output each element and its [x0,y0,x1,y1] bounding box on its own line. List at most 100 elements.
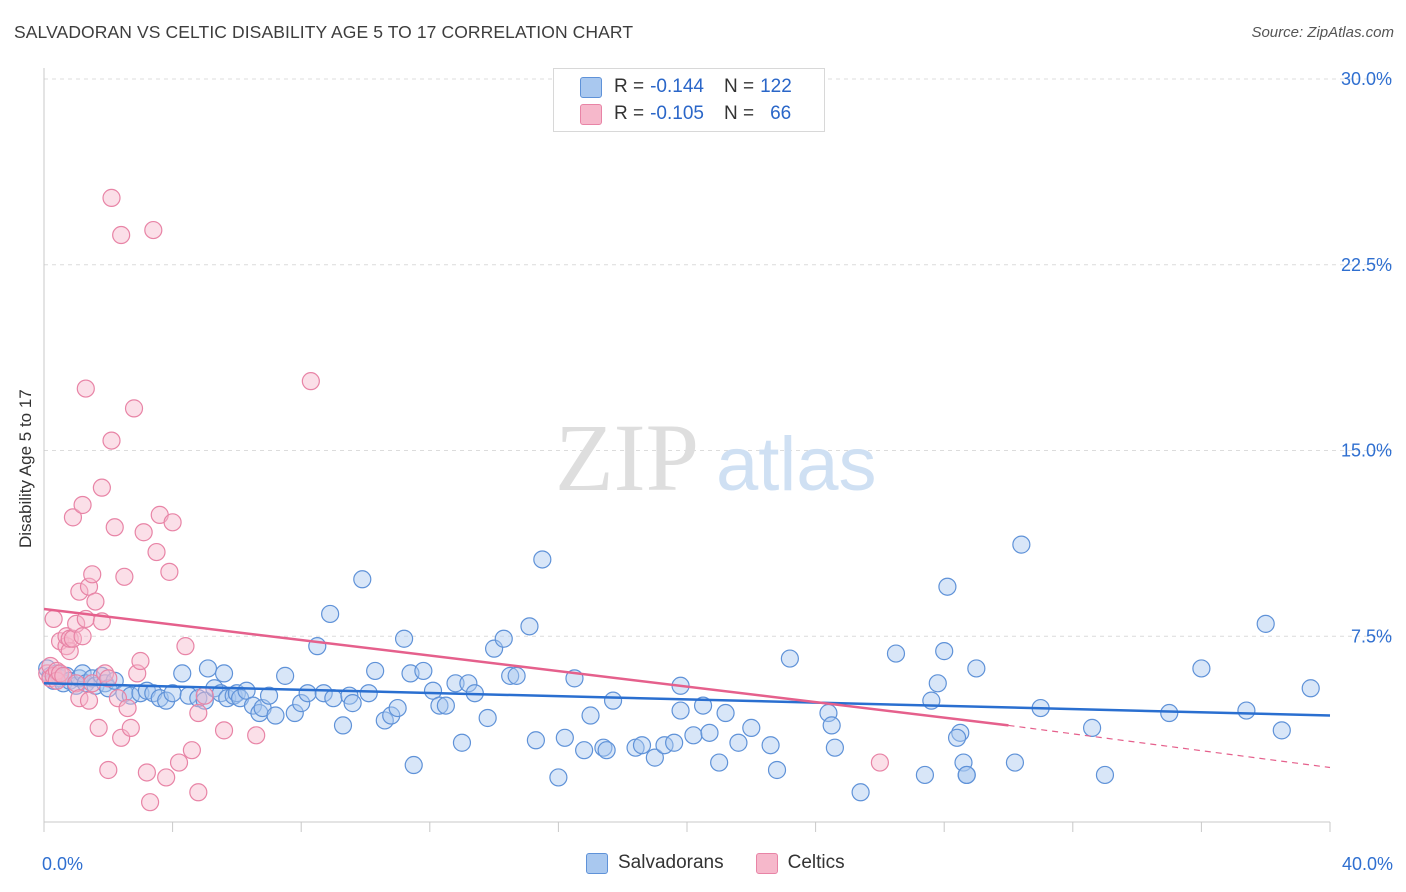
celtic-point [83,565,102,584]
salvadoran-point [526,731,545,750]
celtic-point [301,372,320,391]
celtic-point [105,518,124,537]
celtic-point [108,689,128,708]
celtic-point [870,753,890,772]
tick-labels: 7.5% 15.0% 22.5% 30.0% 0.0% 40.0% [42,69,1393,874]
celtic-trend-line [43,607,1009,727]
salvadoran-point [1192,659,1211,678]
salvadoran-point [645,748,664,767]
r-label: R = [614,103,645,124]
salvadoran-point [822,716,841,735]
salvadoran-point [886,644,906,663]
salvadoran-point [494,629,513,648]
salvadoran-point [1272,721,1291,740]
celtic-point [195,686,214,705]
salvadoran-point [359,684,378,703]
salvadoran-point [394,629,414,648]
legend-item-salvadorans[interactable]: Salvadorans [586,852,724,874]
salvadoran-point [1012,535,1031,554]
celtic-point [121,718,140,737]
watermark: ZIP atlas [555,404,877,511]
salvadoran-point [957,765,976,785]
celtic-swatch [580,103,602,125]
legend-label-celtics: Celtics [787,852,845,873]
salvadoran-point [581,706,600,725]
salvadoran-point [761,736,780,755]
salvadoran-point [780,649,799,668]
salvadoran-point [430,696,449,715]
celtic-point [182,741,201,760]
salvadoran-point [353,570,372,589]
salvadoran-point [967,659,986,678]
salvadoran-point [266,706,285,725]
y-tick-label: 7.5% [1351,626,1392,646]
n-value: 122 [760,76,792,97]
celtic-point [147,542,166,562]
celtic-point [70,582,89,601]
salvadoran-point [1095,765,1115,785]
salvadoran-point [73,664,92,683]
salvadoran-point [684,726,703,745]
celtic-point [163,513,182,532]
celtic-point [214,721,234,740]
salvadoran-point [459,674,478,693]
salvadoran-point [259,686,279,705]
salvadoran-point [729,733,748,752]
salvadoran-point [446,674,465,693]
celtic-point [247,726,266,745]
x-tick-label: 40.0% [1342,854,1393,874]
legend-item-celtics[interactable]: Celtics [755,852,845,874]
celtic-point [176,637,195,656]
salvadoran-point [716,703,735,723]
salvadoran-point [928,674,947,693]
y-tick-label: 30.0% [1341,69,1392,89]
celtic-point [112,225,131,245]
y-tick-label: 22.5% [1341,255,1392,275]
salvadoran-point [951,723,970,742]
salvadoran-point [366,661,385,681]
salvadoran-point [767,760,787,780]
celtic-point [115,567,134,586]
celtic-point [79,691,99,710]
salvadoran-swatch [586,852,608,874]
salvadoran-point [298,684,317,703]
salvadoran-point [324,689,343,708]
salvadoran-point [452,733,472,752]
salvadoran-point [321,604,340,624]
salvadoran-point [549,768,568,787]
celtic-point [160,562,179,581]
salvadoran-point [333,716,353,735]
salvadoran-point [710,753,729,772]
r-value: -0.144 [650,76,704,97]
salvadoran-point [292,694,311,713]
legend-row-celtics: R = -0.105 N = 66 [580,102,791,126]
salvadoran-point [285,703,304,723]
watermark-zip: ZIP [555,404,699,511]
salvadoran-point [485,639,504,658]
salvadoran-point [198,659,218,678]
salvadoran-point [157,691,176,710]
celtic-point [86,592,105,611]
salvadoran-point [555,728,574,747]
celtic-swatch [755,852,778,874]
celtic-point [73,627,92,646]
axes [43,68,1331,832]
salvadoran-point [671,701,690,720]
salvadoran-point [693,696,713,715]
celtic-point [131,651,150,671]
celtic-point [92,478,111,497]
salvadoran-point [597,741,616,760]
salvadoran-point [665,733,684,752]
celtic-point [118,698,137,718]
celtic-point [99,669,118,688]
chart-title: SALVADORAN VS CELTIC DISABILITY AGE 5 TO… [14,22,634,42]
salvadoran-point [343,694,362,713]
salvadoran-point [478,708,497,728]
salvadoran-point [501,666,520,685]
celtic-point [99,760,118,780]
celtic-point [189,703,208,723]
salvadoran-point [404,755,423,775]
y-tick-label: 15.0% [1341,441,1392,461]
celtic-point [50,664,70,683]
salvadoran-point [436,696,455,715]
